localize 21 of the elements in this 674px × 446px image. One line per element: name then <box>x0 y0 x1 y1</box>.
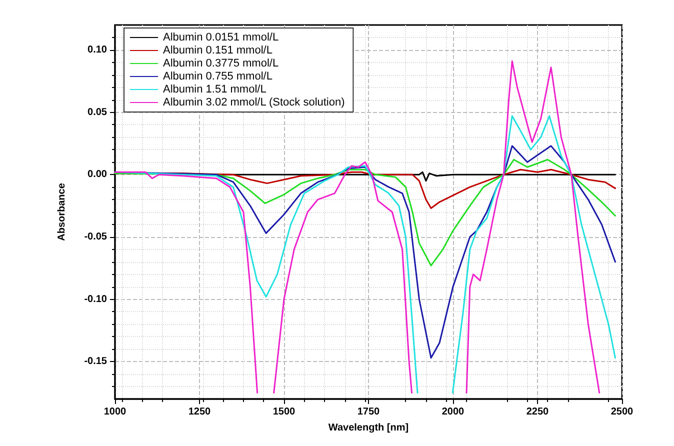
legend-label: Albumin 0.755 mmol/L <box>163 70 272 82</box>
x-tick-label: 2250 <box>526 406 550 418</box>
x-axis-title: Wavelength [nm] <box>328 422 409 434</box>
y-tick-label: 0.00 <box>88 169 108 180</box>
legend-label: Albumin 1.51 mmol/L <box>163 84 266 96</box>
x-tick-label: 1000 <box>104 406 127 418</box>
y-tick-label: 0.05 <box>88 106 108 118</box>
y-tick-label: -0.15 <box>84 356 108 368</box>
x-tick-label: 2000 <box>442 406 465 418</box>
x-tick-label: 2500 <box>610 406 634 418</box>
legend-label: Albumin 0.151 mmol/L <box>163 44 272 56</box>
y-tick-label: -0.10 <box>84 294 108 305</box>
x-tick-label: 1500 <box>272 406 296 418</box>
y-axis-title: Absorbance <box>56 182 68 241</box>
legend-label: Albumin 0.3775 mmol/L <box>163 58 279 70</box>
y-tick-label: 0.10 <box>88 44 108 56</box>
legend-label: Albumin 0.0151 mmol/L <box>163 32 279 44</box>
x-tick-label: 1250 <box>188 406 212 418</box>
y-tick-label: -0.05 <box>84 231 108 242</box>
x-tick-label: 1750 <box>357 406 380 418</box>
legend-label: Albumin 3.02 mmol/L (Stock solution) <box>163 96 345 108</box>
